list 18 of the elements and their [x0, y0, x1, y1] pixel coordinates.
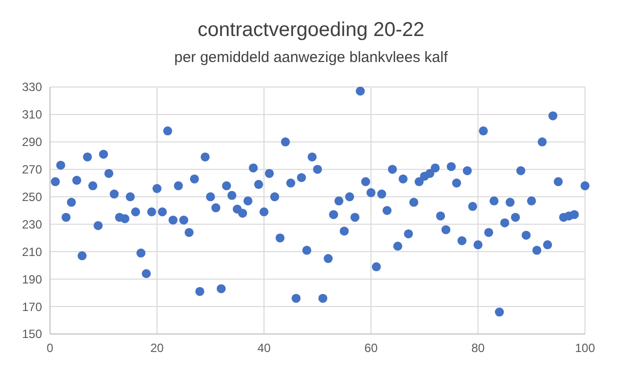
y-tick-label: 270: [22, 162, 42, 177]
x-tick-label: 100: [574, 341, 596, 355]
y-tick-label: 150: [22, 327, 42, 342]
y-tick-label: 210: [22, 244, 42, 259]
x-tick-label: 80: [471, 341, 485, 355]
chart-subtitle: per gemiddeld aanwezige blankvlees kalf: [174, 49, 449, 66]
y-tick-label: 290: [22, 135, 42, 150]
y-tick-label: 230: [22, 217, 42, 232]
y-tick-label: 190: [22, 272, 42, 286]
x-tick-label: 60: [364, 341, 378, 355]
chart-title: contractvergoeding 20-22: [198, 19, 424, 41]
x-tick-label: 20: [150, 341, 164, 355]
x-tick-label: 40: [257, 341, 271, 355]
y-tick-label: 250: [22, 190, 42, 204]
y-tick-label: 330: [22, 80, 42, 94]
y-tick-label: 170: [22, 300, 42, 314]
x-tick-label: 0: [46, 341, 54, 355]
y-tick-label: 310: [22, 108, 42, 122]
